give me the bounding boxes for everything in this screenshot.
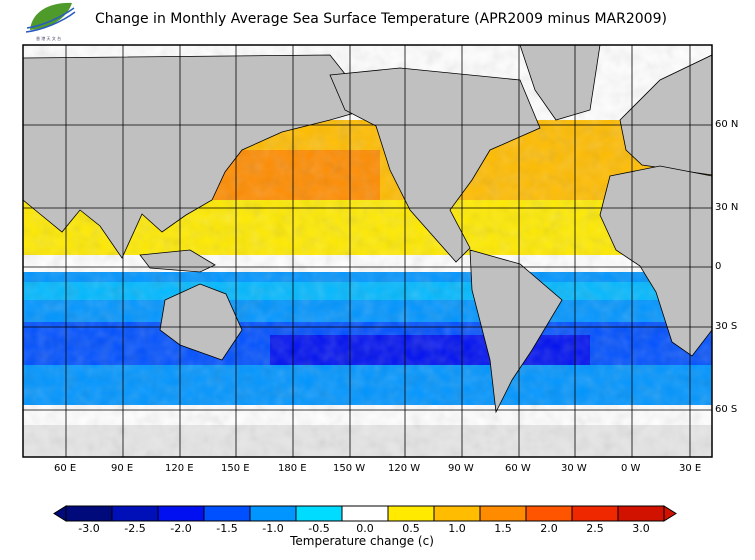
lon-label: 90 E bbox=[111, 463, 134, 474]
colorbar-swatch bbox=[157, 505, 205, 522]
lon-label: 60 W bbox=[505, 463, 531, 474]
hko-logo: 香 港 天 文 台 bbox=[25, 2, 76, 41]
colorbar-tick-label: -1.0 bbox=[262, 522, 284, 535]
lon-label: 150 E bbox=[221, 463, 250, 474]
land-north-america bbox=[329, 67, 541, 263]
lat-label: 30 N bbox=[715, 202, 739, 213]
colorbar-swatch bbox=[65, 505, 113, 522]
colorbar-under-arrow bbox=[53, 505, 67, 522]
lon-label: 90 W bbox=[448, 463, 474, 474]
lon-label: 60 E bbox=[54, 463, 77, 474]
colorbar-tick-label: 1.5 bbox=[494, 522, 512, 535]
colorbar-tick-label: 2.5 bbox=[586, 522, 604, 535]
colorbar-tick-label: 0.5 bbox=[402, 522, 420, 535]
chart-title: Change in Monthly Average Sea Surface Te… bbox=[95, 11, 667, 27]
colorbar-swatch bbox=[203, 505, 251, 522]
colorbar-swatch bbox=[111, 505, 159, 522]
colorbar-swatch bbox=[433, 505, 481, 522]
lon-label: 0 W bbox=[621, 463, 641, 474]
lon-label: 120 W bbox=[388, 463, 421, 474]
colorbar-tick-label: 2.0 bbox=[540, 522, 558, 535]
land-asia bbox=[23, 54, 373, 259]
colorbar-tick-label: -2.0 bbox=[170, 522, 192, 535]
colorbar-tick-label: 0.0 bbox=[356, 522, 374, 535]
colorbar-tick-label: -2.5 bbox=[124, 522, 146, 535]
land-greenland bbox=[519, 45, 601, 121]
colorbar-swatch bbox=[571, 505, 619, 522]
colorbar-swatch bbox=[387, 505, 435, 522]
lat-label: 0 bbox=[715, 261, 722, 272]
colorbar-swatch bbox=[525, 505, 573, 522]
colorbar-swatch bbox=[341, 505, 389, 522]
lon-label: 30 W bbox=[561, 463, 587, 474]
graticule bbox=[23, 45, 712, 457]
colorbar-swatch bbox=[295, 505, 343, 522]
land-indonesia bbox=[139, 249, 216, 273]
lon-label: 180 E bbox=[278, 463, 307, 474]
land-africa bbox=[599, 165, 712, 357]
colorbar-tick-label: -0.5 bbox=[308, 522, 330, 535]
land-australia bbox=[159, 283, 243, 361]
lon-label: 30 E bbox=[679, 463, 702, 474]
lon-label: 150 W bbox=[333, 463, 366, 474]
colorbar-over-arrow bbox=[663, 505, 677, 522]
colorbar-tick-label: -1.5 bbox=[216, 522, 238, 535]
land-europe bbox=[619, 54, 712, 176]
colorbar-tick-label: 3.0 bbox=[632, 522, 650, 535]
lat-label: 30 S bbox=[715, 321, 738, 332]
colorbar-swatch bbox=[249, 505, 297, 522]
colorbar-swatch bbox=[479, 505, 527, 522]
sst-anomaly-map bbox=[22, 44, 713, 458]
colorbar-title: Temperature change (c) bbox=[290, 534, 434, 548]
land-south-america bbox=[469, 249, 563, 414]
colorbar-tick-label: -3.0 bbox=[78, 522, 100, 535]
colorbar-swatch bbox=[617, 505, 665, 522]
lat-label: 60 S bbox=[715, 404, 738, 415]
lon-label: 120 E bbox=[165, 463, 194, 474]
colorbar-tick-label: 1.0 bbox=[448, 522, 466, 535]
svg-text:香 港 天 文 台: 香 港 天 文 台 bbox=[36, 35, 61, 41]
lat-label: 60 N bbox=[715, 119, 739, 130]
